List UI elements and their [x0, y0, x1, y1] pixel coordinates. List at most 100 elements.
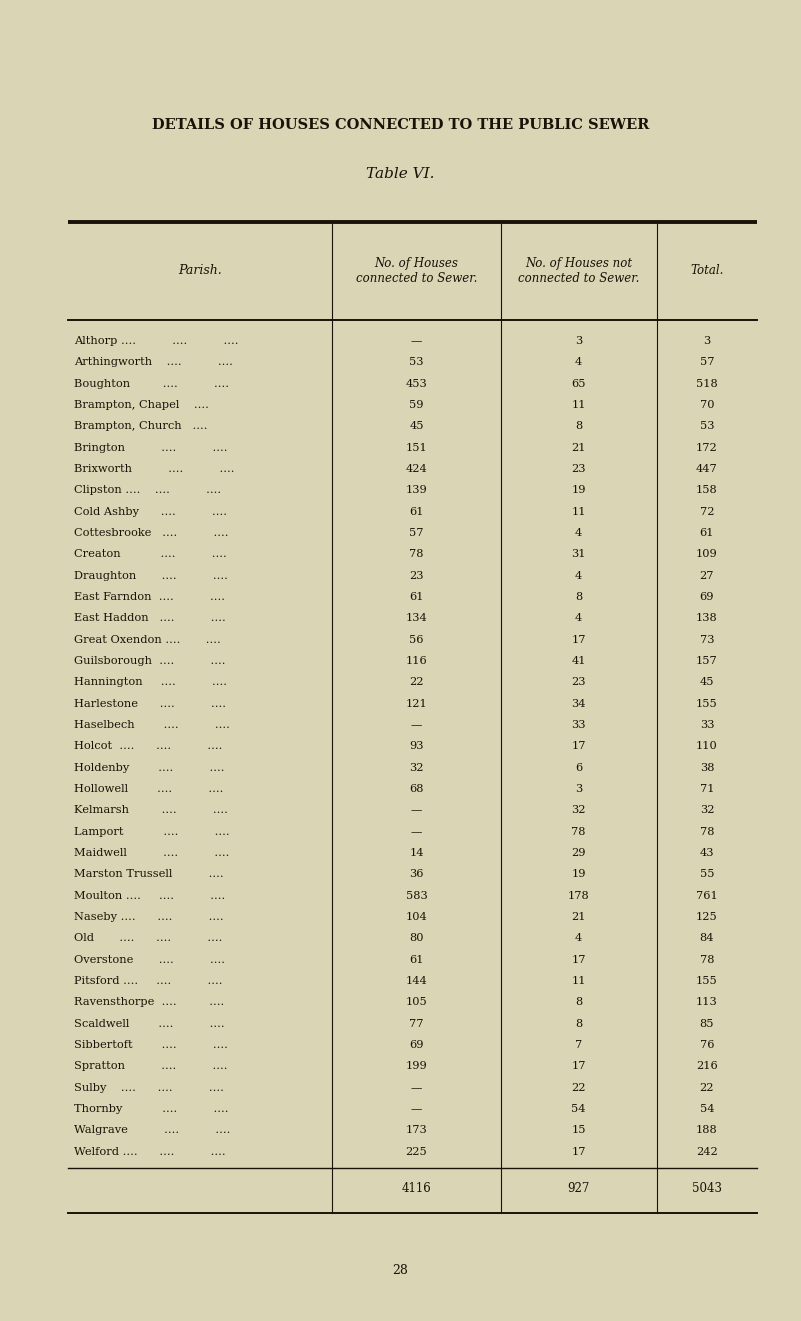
Text: 78: 78 [699, 827, 714, 836]
Text: 78: 78 [409, 550, 424, 559]
Text: —: — [411, 1083, 422, 1092]
Text: 125: 125 [696, 911, 718, 922]
Text: 4116: 4116 [401, 1182, 432, 1196]
Text: Total.: Total. [690, 264, 723, 277]
Text: —: — [411, 336, 422, 346]
Text: 172: 172 [696, 443, 718, 453]
Text: 134: 134 [405, 613, 428, 624]
Text: 22: 22 [409, 678, 424, 687]
Text: 54: 54 [699, 1104, 714, 1114]
Text: 8: 8 [575, 1018, 582, 1029]
Text: 54: 54 [571, 1104, 586, 1114]
Text: 110: 110 [696, 741, 718, 752]
Text: 69: 69 [699, 592, 714, 602]
Text: 199: 199 [405, 1062, 428, 1071]
Text: Spratton          ....          ....: Spratton .... .... [74, 1062, 228, 1071]
Text: 105: 105 [405, 997, 428, 1008]
Text: 178: 178 [568, 890, 590, 901]
Text: 36: 36 [409, 869, 424, 880]
Text: 32: 32 [699, 806, 714, 815]
Text: 76: 76 [699, 1040, 714, 1050]
Text: 6: 6 [575, 762, 582, 773]
Text: Parish.: Parish. [179, 264, 222, 277]
Text: 518: 518 [696, 379, 718, 388]
Text: 151: 151 [405, 443, 428, 453]
Text: Lamport           ....          ....: Lamport .... .... [74, 827, 230, 836]
Text: Kelmarsh         ....          ....: Kelmarsh .... .... [74, 806, 228, 815]
Text: 65: 65 [571, 379, 586, 388]
Text: 447: 447 [696, 464, 718, 474]
Text: Holcot  ....      ....          ....: Holcot .... .... .... [74, 741, 223, 752]
Text: Moulton ....     ....          ....: Moulton .... .... .... [74, 890, 226, 901]
Text: 45: 45 [409, 421, 424, 431]
Text: 17: 17 [571, 741, 586, 752]
Text: 11: 11 [571, 400, 586, 410]
Text: Althorp ....          ....          ....: Althorp .... .... .... [74, 336, 239, 346]
Text: 17: 17 [571, 1147, 586, 1157]
Text: Brampton, Church   ....: Brampton, Church .... [74, 421, 208, 431]
Text: Walgrave          ....          ....: Walgrave .... .... [74, 1125, 231, 1136]
Text: 55: 55 [699, 869, 714, 880]
Text: Creaton           ....          ....: Creaton .... .... [74, 550, 227, 559]
Text: 14: 14 [409, 848, 424, 859]
Text: Brampton, Chapel    ....: Brampton, Chapel .... [74, 400, 209, 410]
Text: 17: 17 [571, 955, 586, 964]
Text: 11: 11 [571, 976, 586, 985]
Text: Hollowell        ....          ....: Hollowell .... .... [74, 785, 223, 794]
Text: 5043: 5043 [692, 1182, 722, 1196]
Text: 23: 23 [409, 571, 424, 581]
Text: —: — [411, 1104, 422, 1114]
Text: 453: 453 [405, 379, 428, 388]
Text: Scaldwell        ....          ....: Scaldwell .... .... [74, 1018, 225, 1029]
Text: 68: 68 [409, 785, 424, 794]
Text: 144: 144 [405, 976, 428, 985]
Text: Harlestone      ....          ....: Harlestone .... .... [74, 699, 227, 708]
Text: Marston Trussell          ....: Marston Trussell .... [74, 869, 224, 880]
Text: 31: 31 [571, 550, 586, 559]
Text: 34: 34 [571, 699, 586, 708]
Text: 104: 104 [405, 911, 428, 922]
Text: 77: 77 [409, 1018, 424, 1029]
Text: Old       ....      ....          ....: Old .... .... .... [74, 934, 223, 943]
Text: Draughton       ....          ....: Draughton .... .... [74, 571, 228, 581]
Text: 72: 72 [699, 507, 714, 517]
Text: 71: 71 [699, 785, 714, 794]
Text: 57: 57 [699, 357, 714, 367]
Text: 38: 38 [699, 762, 714, 773]
Text: 188: 188 [696, 1125, 718, 1136]
Text: 61: 61 [409, 592, 424, 602]
Text: Thornby           ....          ....: Thornby .... .... [74, 1104, 229, 1114]
Text: 69: 69 [409, 1040, 424, 1050]
Text: Sulby    ....      ....          ....: Sulby .... .... .... [74, 1083, 224, 1092]
Text: 23: 23 [571, 678, 586, 687]
Text: —: — [411, 806, 422, 815]
Text: 138: 138 [696, 613, 718, 624]
Text: 53: 53 [409, 357, 424, 367]
Text: 8: 8 [575, 997, 582, 1008]
Text: —: — [411, 720, 422, 731]
Text: 61: 61 [699, 528, 714, 538]
Text: 4: 4 [575, 934, 582, 943]
Text: Arthingworth    ....          ....: Arthingworth .... .... [74, 357, 233, 367]
Text: 32: 32 [571, 806, 586, 815]
Text: 4: 4 [575, 528, 582, 538]
Text: Table VI.: Table VI. [366, 168, 435, 181]
Text: 22: 22 [571, 1083, 586, 1092]
Text: Cold Ashby      ....          ....: Cold Ashby .... .... [74, 507, 227, 517]
Text: 29: 29 [571, 848, 586, 859]
Text: 8: 8 [575, 592, 582, 602]
Text: 139: 139 [405, 485, 428, 495]
Text: 158: 158 [696, 485, 718, 495]
Text: 116: 116 [405, 657, 428, 666]
Text: East Farndon  ....          ....: East Farndon .... .... [74, 592, 226, 602]
Text: 927: 927 [568, 1182, 590, 1196]
Text: No. of Houses
connected to Sewer.: No. of Houses connected to Sewer. [356, 256, 477, 285]
Text: 61: 61 [409, 507, 424, 517]
Text: 3: 3 [575, 336, 582, 346]
Text: Overstone       ....          ....: Overstone .... .... [74, 955, 226, 964]
Text: 155: 155 [696, 976, 718, 985]
Text: —: — [411, 827, 422, 836]
Text: Guilsborough  ....          ....: Guilsborough .... .... [74, 657, 226, 666]
Text: Hannington     ....          ....: Hannington .... .... [74, 678, 227, 687]
Text: 761: 761 [696, 890, 718, 901]
